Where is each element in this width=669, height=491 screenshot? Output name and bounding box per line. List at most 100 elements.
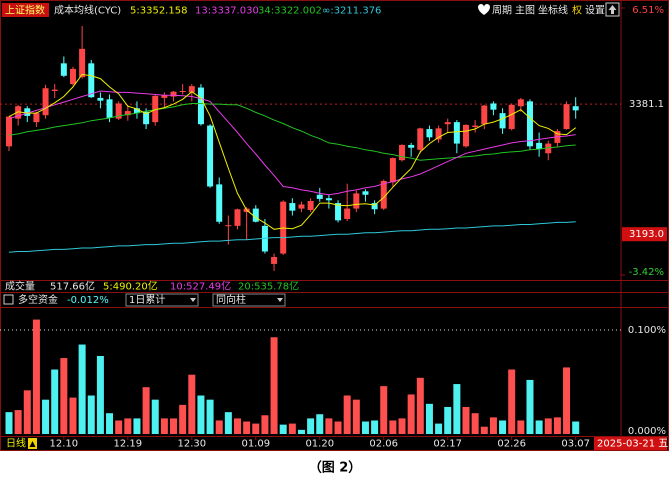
volume-average: 5:490.20亿 xyxy=(103,280,158,293)
candle-body xyxy=(463,124,469,147)
x-tick-label: 02.17 xyxy=(433,439,462,450)
candle-body xyxy=(289,203,296,211)
bar xyxy=(69,397,77,434)
candle-body xyxy=(517,99,524,107)
ma-line xyxy=(8,221,576,253)
volume-average: 10:527.49亿 xyxy=(170,280,231,293)
y-tick-label: 3381.1 xyxy=(629,99,664,110)
bar xyxy=(197,395,205,434)
legend-entry: 34:3322.002 xyxy=(258,6,322,17)
bar xyxy=(535,420,543,434)
bar xyxy=(115,420,123,434)
bar xyxy=(508,369,516,434)
flow-title: 多空资金 xyxy=(18,293,58,306)
bar xyxy=(170,418,178,434)
candle-body xyxy=(106,99,113,118)
candle-body xyxy=(508,104,515,130)
price-marker-label: 3193.0 xyxy=(629,229,664,240)
candle-body xyxy=(335,203,342,221)
index-name[interactable]: 上证指数 xyxy=(5,4,45,17)
bar xyxy=(352,399,360,434)
ma-line xyxy=(8,103,576,161)
period-toggle-icon xyxy=(29,441,36,447)
caption: （图 2） xyxy=(309,460,362,476)
toolbar-button[interactable]: 主图 xyxy=(515,5,535,17)
collapse-button[interactable] xyxy=(605,2,620,17)
x-tick-label: 01.09 xyxy=(241,439,270,450)
bar xyxy=(133,418,141,434)
bar xyxy=(252,423,260,434)
candle-body xyxy=(88,63,95,98)
candle-body xyxy=(526,101,533,147)
candle-body xyxy=(51,89,58,92)
candle-body xyxy=(353,193,360,209)
candle-body xyxy=(426,129,433,138)
x-tick-label: 02.06 xyxy=(369,439,398,450)
bar xyxy=(288,423,296,434)
price-marker xyxy=(622,227,667,242)
panel-menu[interactable] xyxy=(3,294,14,305)
cursor-date: 2025-03-21 五 xyxy=(597,439,668,450)
dropdown-label[interactable]: 同向柱 xyxy=(216,293,246,306)
dropdown[interactable] xyxy=(125,293,199,307)
index-badge[interactable] xyxy=(2,3,49,17)
candle-body xyxy=(472,125,479,127)
bar xyxy=(270,337,278,434)
candle-body xyxy=(207,125,214,187)
toolbar-button[interactable]: 周期 xyxy=(492,5,512,17)
candle-body xyxy=(481,105,488,125)
candle-body xyxy=(179,91,186,93)
bar xyxy=(416,377,424,434)
y-tick-label: 0.000% xyxy=(628,426,666,437)
toolbar-button[interactable]: 坐标线 xyxy=(538,4,568,17)
bar xyxy=(106,413,114,434)
favorite-icon[interactable] xyxy=(478,4,490,15)
candle-body xyxy=(499,113,506,129)
toolbar-button[interactable]: 设置 xyxy=(585,5,605,17)
ma-line xyxy=(8,73,576,230)
bar xyxy=(32,319,40,434)
bar xyxy=(307,418,315,434)
dropdown-label[interactable]: 1日累计 xyxy=(129,293,165,306)
candle-body xyxy=(453,122,460,144)
candle-body xyxy=(143,111,150,125)
candle-body xyxy=(252,208,259,222)
bar xyxy=(389,420,397,434)
period-label[interactable]: 日线 xyxy=(6,437,26,450)
y2-tick-label: 6.51% xyxy=(632,5,664,16)
indicator-name[interactable]: 成本均线(CYC) xyxy=(54,4,121,17)
bar xyxy=(572,421,580,434)
candle-body xyxy=(97,97,104,101)
volume-average: 20:535.78亿 xyxy=(238,280,299,293)
bar xyxy=(261,415,269,434)
candle-body xyxy=(371,203,378,210)
bar xyxy=(78,344,86,434)
candle-body xyxy=(115,103,122,119)
bar xyxy=(160,418,168,434)
candle-body xyxy=(307,200,314,210)
bar xyxy=(224,412,232,434)
candle-body xyxy=(271,257,278,264)
candle-body xyxy=(362,191,369,195)
candle-body xyxy=(435,128,442,140)
collapse-icon xyxy=(608,5,617,14)
bar xyxy=(462,406,470,434)
candle-body xyxy=(6,116,12,147)
candle-body xyxy=(15,106,22,119)
bar xyxy=(444,406,452,434)
bar xyxy=(489,417,497,434)
candle-body xyxy=(152,95,159,123)
volume-title: 成交量 xyxy=(5,280,35,293)
dropdown[interactable] xyxy=(212,293,286,307)
dropdown-arrow xyxy=(277,298,283,302)
toolbar-button[interactable]: 权 xyxy=(572,4,582,17)
candle-body xyxy=(536,142,543,150)
candle-body xyxy=(188,86,195,93)
x-tick-label: 01.20 xyxy=(305,439,334,450)
bar xyxy=(151,399,159,434)
bar xyxy=(526,379,534,434)
bar xyxy=(206,399,214,434)
x-tick-label: 03.07 xyxy=(561,439,590,450)
bar xyxy=(453,384,461,434)
bar xyxy=(234,418,241,434)
